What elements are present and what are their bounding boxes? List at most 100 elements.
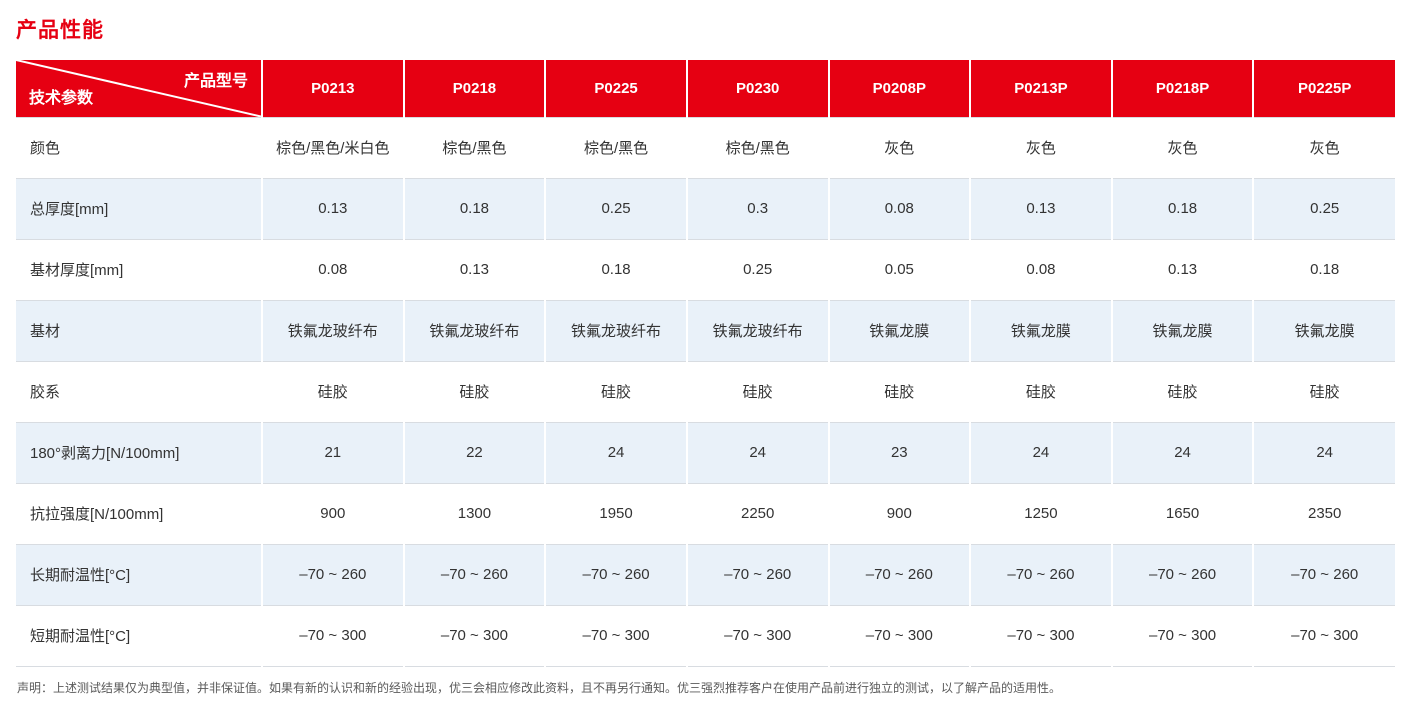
cell-value: 硅胶 — [969, 360, 1112, 422]
cell-value: 灰色 — [827, 116, 971, 178]
table-row-substrate-thickness: 基材厚度[mm] 0.08 0.13 0.18 0.25 0.05 0.08 0… — [16, 238, 1395, 300]
cell-value: 铁氟龙玻纤布 — [261, 299, 404, 361]
cell-value: 硅胶 — [1252, 360, 1395, 422]
cell-value: –70 ~ 260 — [544, 543, 687, 605]
cell-value: 1300 — [402, 482, 546, 544]
cell-value: 0.3 — [685, 177, 829, 239]
cell-value: 棕色/黑色/米白色 — [261, 116, 404, 178]
cell-value: 灰色 — [1252, 116, 1395, 178]
table-row-color: 颜色 棕色/黑色/米白色 棕色/黑色 棕色/黑色 棕色/黑色 灰色 灰色 灰色 … — [16, 116, 1395, 178]
row-label: 总厚度[mm] — [16, 177, 262, 239]
cell-value: 铁氟龙玻纤布 — [544, 299, 687, 361]
cell-value: 0.18 — [1110, 177, 1254, 239]
cell-value: 硅胶 — [261, 360, 404, 422]
row-label: 基材厚度[mm] — [16, 238, 262, 300]
cell-value: 棕色/黑色 — [685, 116, 829, 178]
table-row-adhesive: 胶系 硅胶 硅胶 硅胶 硅胶 硅胶 硅胶 硅胶 硅胶 — [16, 360, 1395, 422]
cell-value: 硅胶 — [544, 360, 687, 422]
disclaimer-text: 声明：上述测试结果仅为典型值，并非保证值。如果有新的认识和新的经验出现，优三会相… — [17, 680, 1062, 695]
cell-value: 0.18 — [1252, 238, 1395, 300]
cell-value: 23 — [827, 421, 971, 483]
cell-value: –70 ~ 300 — [1252, 604, 1395, 666]
cell-value: –70 ~ 300 — [827, 604, 971, 666]
cell-value: 硅胶 — [827, 360, 971, 422]
column-header-p0225: P0225 — [544, 60, 687, 117]
table-row-substrate: 基材 铁氟龙玻纤布 铁氟龙玻纤布 铁氟龙玻纤布 铁氟龙玻纤布 铁氟龙膜 铁氟龙膜… — [16, 299, 1395, 361]
cell-value: 24 — [544, 421, 687, 483]
table-row-tensile-strength: 抗拉强度[N/100mm] 900 1300 1950 2250 900 125… — [16, 482, 1395, 544]
cell-value: 0.25 — [685, 238, 829, 300]
cell-value: 0.13 — [1110, 238, 1254, 300]
cell-value: 0.13 — [402, 238, 546, 300]
cell-value: 灰色 — [1110, 116, 1254, 178]
cell-value: –70 ~ 300 — [685, 604, 829, 666]
row-label: 抗拉强度[N/100mm] — [16, 482, 262, 544]
cell-value: 0.25 — [1252, 177, 1395, 239]
row-label: 长期耐温性[°C] — [16, 543, 262, 605]
cell-value: 0.13 — [261, 177, 404, 239]
cell-value: 900 — [827, 482, 971, 544]
cell-value: 灰色 — [969, 116, 1112, 178]
cell-value: 硅胶 — [402, 360, 546, 422]
corner-header-cell: 产品型号 技术参数 — [16, 60, 262, 117]
cell-value: 0.25 — [544, 177, 687, 239]
column-header-p0230: P0230 — [685, 60, 829, 117]
cell-value: 0.13 — [969, 177, 1112, 239]
cell-value: 0.08 — [969, 238, 1112, 300]
cell-value: 铁氟龙膜 — [827, 299, 971, 361]
cell-value: 0.18 — [544, 238, 687, 300]
cell-value: –70 ~ 260 — [969, 543, 1112, 605]
cell-value: 铁氟龙玻纤布 — [402, 299, 546, 361]
diagonal-divider-line — [16, 60, 261, 117]
cell-value: 铁氟龙膜 — [969, 299, 1112, 361]
cell-value: 硅胶 — [1110, 360, 1254, 422]
cell-value: 铁氟龙膜 — [1252, 299, 1395, 361]
table-row-total-thickness: 总厚度[mm] 0.13 0.18 0.25 0.3 0.08 0.13 0.1… — [16, 177, 1395, 239]
product-spec-table: 产品型号 技术参数 P0213 P0218 P0225 P0230 P0208P… — [16, 60, 1395, 667]
cell-value: 0.05 — [827, 238, 971, 300]
cell-value: 棕色/黑色 — [402, 116, 546, 178]
cell-value: 24 — [685, 421, 829, 483]
table-row-peel-strength: 180°剥离力[N/100mm] 21 22 24 24 23 24 24 24 — [16, 421, 1395, 483]
cell-value: 22 — [402, 421, 546, 483]
cell-value: 1250 — [969, 482, 1112, 544]
cell-value: 1650 — [1110, 482, 1254, 544]
cell-value: –70 ~ 260 — [685, 543, 829, 605]
column-header-p0225p: P0225P — [1252, 60, 1395, 117]
column-header-p0218p: P0218P — [1110, 60, 1254, 117]
row-label: 180°剥离力[N/100mm] — [16, 421, 262, 483]
cell-value: 21 — [261, 421, 404, 483]
column-header-p0208p: P0208P — [827, 60, 971, 117]
cell-value: 24 — [1110, 421, 1254, 483]
cell-value: –70 ~ 300 — [969, 604, 1112, 666]
cell-value: 0.18 — [402, 177, 546, 239]
row-label: 胶系 — [16, 360, 262, 422]
column-header-p0218: P0218 — [402, 60, 546, 117]
cell-value: 0.08 — [261, 238, 404, 300]
cell-value: 铁氟龙膜 — [1110, 299, 1254, 361]
table-row-longterm-temp: 长期耐温性[°C] –70 ~ 260 –70 ~ 260 –70 ~ 260 … — [16, 543, 1395, 605]
cell-value: 2350 — [1252, 482, 1395, 544]
cell-value: –70 ~ 260 — [1252, 543, 1395, 605]
cell-value: –70 ~ 300 — [261, 604, 404, 666]
cell-value: –70 ~ 260 — [402, 543, 546, 605]
page-title: 产品性能 — [16, 19, 104, 42]
cell-value: 24 — [1252, 421, 1395, 483]
cell-value: 24 — [969, 421, 1112, 483]
corner-top-label: 产品型号 — [183, 73, 248, 90]
cell-value: 2250 — [685, 482, 829, 544]
cell-value: 1950 — [544, 482, 687, 544]
row-label: 短期耐温性[°C] — [16, 604, 262, 666]
table-row-shortterm-temp: 短期耐温性[°C] –70 ~ 300 –70 ~ 300 –70 ~ 300 … — [16, 604, 1395, 666]
cell-value: 0.08 — [827, 177, 971, 239]
cell-value: –70 ~ 300 — [1110, 604, 1254, 666]
cell-value: 900 — [261, 482, 404, 544]
row-label: 颜色 — [16, 116, 262, 178]
cell-value: –70 ~ 260 — [827, 543, 971, 605]
cell-value: 硅胶 — [685, 360, 829, 422]
cell-value: –70 ~ 300 — [402, 604, 546, 666]
header-row: 产品型号 技术参数 P0213 P0218 P0225 P0230 P0208P… — [16, 60, 1395, 117]
column-header-p0213p: P0213P — [969, 60, 1112, 117]
cell-value: –70 ~ 260 — [261, 543, 404, 605]
